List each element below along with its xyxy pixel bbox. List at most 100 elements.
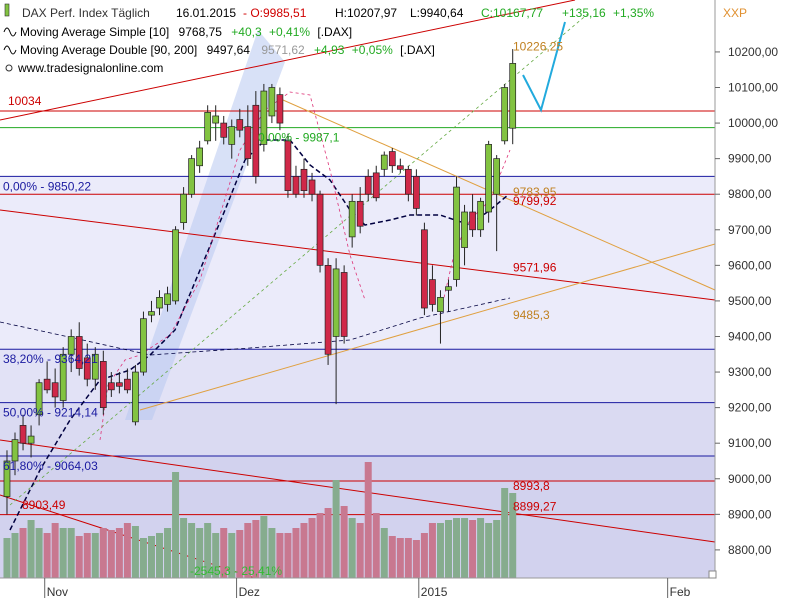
band <box>0 349 715 403</box>
annotation: 10226,25 <box>513 40 563 54</box>
candle-body <box>509 63 517 129</box>
candle-body <box>51 382 59 398</box>
volume-bar <box>276 533 284 578</box>
level-label: 0,00% - 9850,22 <box>3 179 91 193</box>
candle-body <box>204 112 212 142</box>
indicator-value: 9497,64 <box>207 43 251 57</box>
source[interactable]: www.tradesignalonline.com <box>17 61 163 75</box>
volume-bar <box>268 528 276 578</box>
volume-bar <box>453 518 461 578</box>
annotation: 9485,3 <box>513 308 550 322</box>
volume-bar <box>340 506 348 578</box>
indicator-change-pct: +0,41% <box>269 25 310 39</box>
volume-bar <box>292 528 300 578</box>
y-tick-label: 10200,00 <box>728 45 778 59</box>
levels <box>0 110 715 516</box>
candle-body <box>380 154 388 170</box>
candle-body <box>421 229 428 309</box>
volume-bar <box>348 518 356 578</box>
candle-body <box>364 176 372 195</box>
level-label: 38,20% - 9364,21 <box>3 352 98 366</box>
candle-body <box>220 122 228 138</box>
annotation: -2545,3 - 25,41% <box>190 564 282 578</box>
volume-bar <box>3 538 11 578</box>
date: 16.01.2015 <box>176 6 236 20</box>
volume-bar <box>123 523 131 578</box>
band <box>0 402 715 456</box>
candle-body <box>453 186 460 280</box>
candle-body <box>116 382 123 387</box>
volume-bar <box>396 538 404 578</box>
candle-body <box>461 211 468 248</box>
x-tick-label: Feb <box>670 585 691 599</box>
volume-bar <box>260 516 268 578</box>
high: H:10207,97 <box>335 6 397 20</box>
indicator-symbol: [.DAX] <box>317 25 352 39</box>
y-tick-label: 8800,00 <box>728 543 772 557</box>
indicator-value: 9571,62 <box>261 43 305 57</box>
indicator-line: Moving Average Simple [10] 9768,75 +40,3… <box>20 25 352 39</box>
volume-bar <box>284 533 292 578</box>
trend-line <box>9 11 591 506</box>
trend-line <box>0 0 576 121</box>
indicator-change-pct: +0,05% <box>352 43 393 57</box>
volume-bar <box>372 513 380 578</box>
volume-bar <box>43 533 51 578</box>
resize-handle[interactable] <box>708 570 717 579</box>
volume-bar <box>27 520 35 578</box>
candle-body <box>11 439 19 462</box>
volume-bar <box>324 508 332 578</box>
volume-bar <box>131 526 139 578</box>
annotation: 8903,49 <box>22 498 66 512</box>
candle-body <box>91 353 99 380</box>
y-tick-label: 9900,00 <box>728 152 772 166</box>
indicator-name: Moving Average Double [90, 200] <box>20 43 197 57</box>
volume-bar <box>316 513 324 578</box>
volume-bar <box>252 520 260 578</box>
x-tick-label: 2015 <box>421 585 448 599</box>
source-icon <box>5 64 13 72</box>
candle-body <box>180 193 187 224</box>
candle-body <box>196 147 203 167</box>
volume-bar <box>236 530 244 578</box>
candle-body <box>75 336 83 369</box>
candle-body <box>437 297 444 312</box>
y-tick-label: 8900,00 <box>728 507 772 521</box>
candle-body <box>172 229 179 302</box>
volume-bar <box>67 528 75 578</box>
candle-body <box>501 87 509 142</box>
candle-body <box>485 144 492 213</box>
volume-bar <box>477 518 485 578</box>
candle-body <box>156 297 163 309</box>
volume-bar <box>380 528 388 578</box>
annotation: 9783,95 <box>513 185 557 199</box>
volume-bar <box>196 528 204 578</box>
change-pct: +1,35% <box>613 6 654 20</box>
candle-body <box>252 104 260 177</box>
close: C:10167,77 <box>481 6 543 20</box>
candle-body <box>140 318 147 373</box>
candle-body <box>348 200 356 238</box>
candle-body <box>308 179 316 195</box>
candle-body <box>268 87 276 117</box>
volume-bar <box>147 536 155 578</box>
indicator-change: +4,93 <box>314 43 345 57</box>
volume-bar <box>99 528 107 578</box>
instrument: DAX Perf. Index Täglich <box>22 6 150 20</box>
legend-icon <box>4 3 10 17</box>
indicator-change: +40,3 <box>231 25 262 39</box>
volume-bar <box>436 523 444 578</box>
candle-body <box>59 353 67 401</box>
volume-bar <box>172 472 180 578</box>
volume-bar <box>404 538 412 578</box>
y-tick-label: 9700,00 <box>728 223 772 237</box>
volume-bar <box>300 523 308 578</box>
candle-body <box>413 176 420 209</box>
moving-average <box>99 91 366 441</box>
volume-bar <box>107 530 115 578</box>
y-tick-label: 9200,00 <box>728 401 772 415</box>
trend-line <box>139 243 716 411</box>
change: +135,16 <box>562 6 606 20</box>
y-tick-label: 9600,00 <box>728 258 772 272</box>
